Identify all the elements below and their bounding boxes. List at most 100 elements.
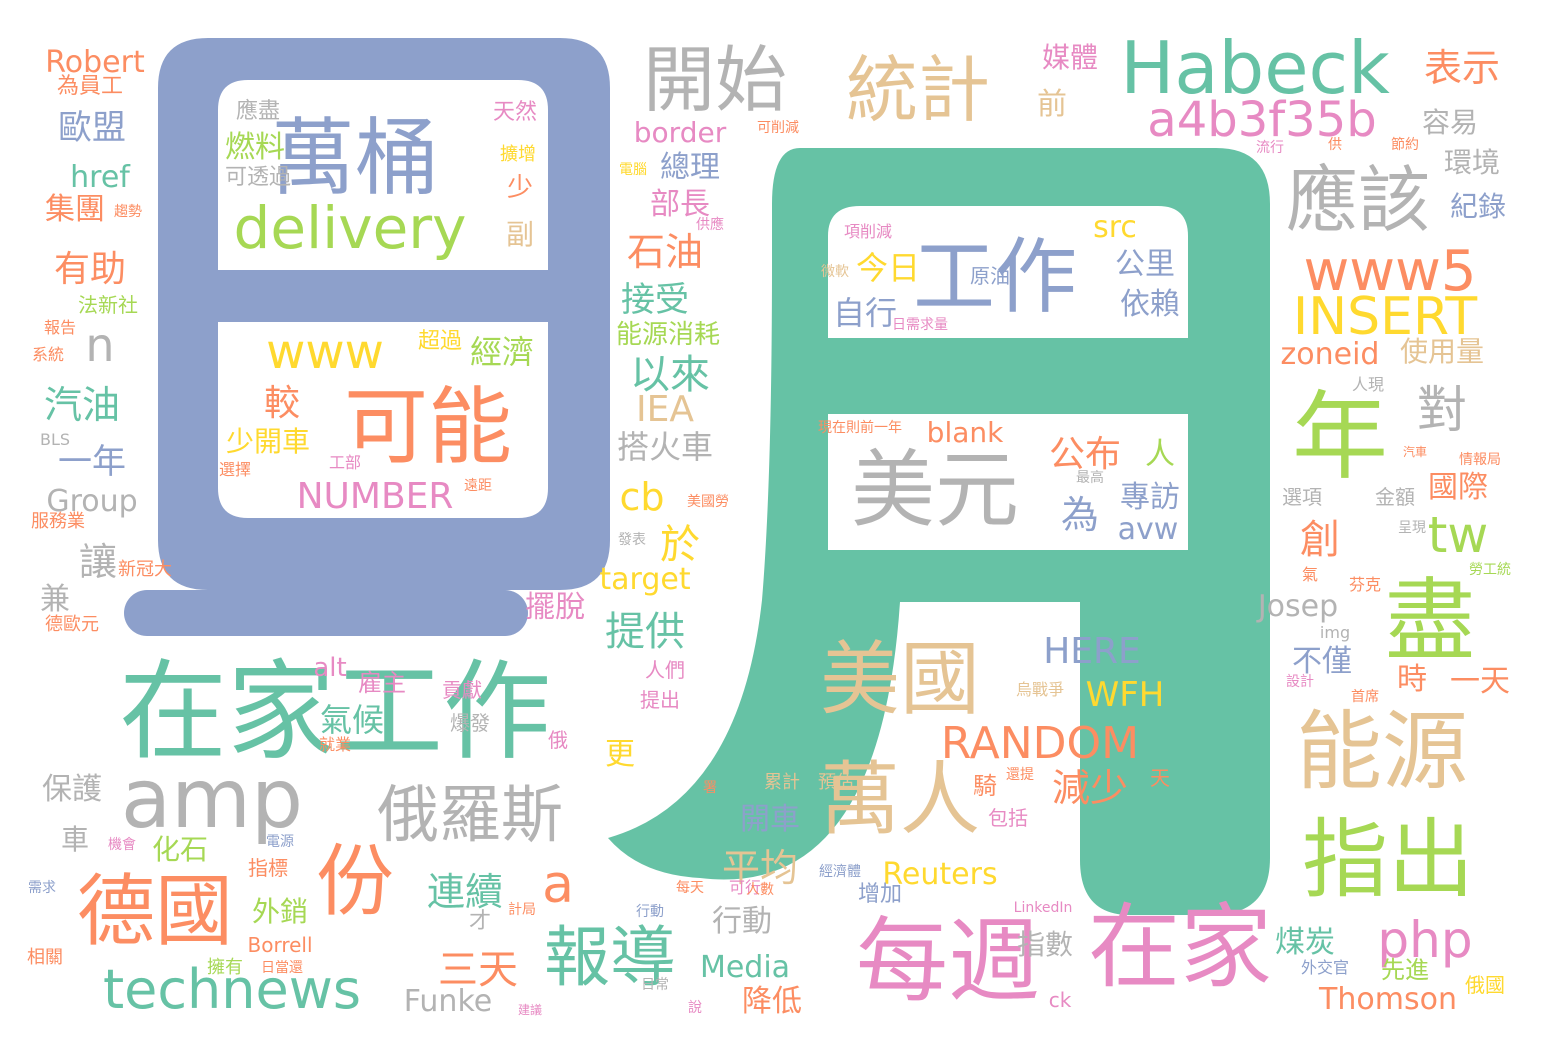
cloud-word-69: 預估: [818, 772, 854, 793]
cloud-word-134: 流行: [1256, 140, 1284, 156]
cloud-word-89: 石油: [626, 230, 704, 274]
cloud-word-65: Reuters: [882, 857, 998, 892]
cloud-word-75: 為: [1060, 493, 1100, 537]
cloud-word-148: Josep: [1257, 589, 1339, 624]
cloud-word-95: target: [599, 562, 691, 597]
left-glyph-sun: [124, 38, 610, 636]
cloud-word-105: 氣候: [319, 701, 385, 739]
cloud-word-170: 每天: [676, 880, 704, 896]
cloud-word-24: 俄羅斯: [376, 778, 564, 851]
cloud-word-151: 時: [1397, 662, 1427, 697]
cloud-word-174: Borrell: [247, 933, 313, 957]
cloud-word-176: 日當還: [261, 960, 303, 976]
cloud-word-77: 公布: [1048, 434, 1122, 475]
cloud-word-109: 可透過: [224, 165, 292, 190]
cloud-word-78: blank: [926, 416, 1004, 449]
cloud-word-96: 提供: [605, 609, 685, 655]
cloud-word-173: 外銷: [251, 895, 309, 928]
cloud-word-124: 電腦: [619, 162, 647, 178]
cloud-word-60: Funke: [403, 984, 493, 1019]
cloud-word-82: 日需求量: [892, 317, 948, 333]
cloud-word-179: 機會: [108, 837, 136, 853]
cloud-word-61: Media: [699, 950, 791, 985]
cloud-word-66: 平均: [721, 846, 799, 890]
right-glyph-body: [608, 148, 1270, 915]
cloud-word-68: 累計: [764, 772, 800, 793]
cloud-word-2: 每週: [855, 908, 1041, 1015]
cloud-word-14: 應該: [1285, 158, 1431, 242]
cloud-word-189: 汽車: [1402, 445, 1428, 459]
cloud-word-159: 俄國: [1465, 973, 1505, 997]
cloud-word-45: 法新社: [78, 293, 138, 317]
cloud-word-149: img: [1319, 623, 1351, 642]
left-glyph-base-stroke: [124, 590, 528, 636]
cloud-word-126: 部長: [650, 187, 710, 222]
cloud-word-20: INSERT: [1292, 287, 1478, 347]
cloud-word-104: 雇主: [358, 669, 406, 697]
cloud-word-9: 萬人: [820, 753, 980, 846]
cloud-word-74: 專訪: [1120, 480, 1180, 515]
cloud-word-92: 以來: [630, 352, 710, 398]
cloud-word-130: 表示: [1423, 46, 1501, 90]
cloud-word-123: 可削減: [757, 120, 799, 136]
cloud-word-64: Thomson: [1319, 982, 1457, 1017]
cloud-word-131: 容易: [1421, 106, 1479, 139]
cloud-word-21: 德國: [76, 867, 234, 957]
cloud-word-49: 汽油: [43, 383, 121, 427]
cloud-word-110: 應盡: [235, 99, 281, 124]
cloud-word-177: 建議: [517, 1003, 543, 1017]
cloud-word-139: 人現: [1351, 375, 1385, 394]
cloud-word-166: 行動: [636, 904, 664, 920]
cloud-word-183: 服務業: [31, 511, 85, 532]
cloud-word-5: delivery: [233, 194, 467, 262]
cloud-word-59: 三天: [438, 947, 518, 993]
cloud-word-178: 指標: [248, 856, 288, 880]
cloud-word-42: 集團: [45, 192, 105, 227]
cloud-word-17: Habeck: [1120, 26, 1390, 110]
cloud-word-56: 車: [60, 823, 90, 856]
cloud-word-108: 燃料: [225, 130, 285, 165]
cloud-word-37: IEA: [636, 389, 694, 430]
left-glyph-body: [158, 38, 610, 590]
cloud-word-18: a4b3f35b: [1147, 92, 1377, 148]
cloud-word-28: NUMBER: [296, 476, 454, 517]
cloud-word-175: 擁有: [207, 957, 243, 978]
cloud-word-44: 有助: [53, 249, 127, 290]
cloud-word-185: 最高: [1076, 470, 1104, 486]
cloud-word-94: 於: [660, 522, 700, 568]
cloud-word-115: 超過: [417, 329, 463, 354]
cloud-word-125: 總理: [660, 150, 720, 185]
cloud-word-121: 遠距: [464, 478, 492, 494]
cloud-word-86: 依賴: [1120, 287, 1180, 322]
cloud-word-8: 美國: [820, 633, 980, 726]
cloud-word-137: zoneid: [1280, 337, 1380, 372]
cloud-word-76: avw: [1117, 512, 1179, 547]
cloud-word-161: 煤炭: [1275, 925, 1335, 960]
cloud-word-51: Group: [46, 484, 138, 519]
cloud-word-103: 貢獻: [442, 678, 482, 702]
cloud-word-62: 降低: [742, 984, 802, 1019]
cloud-word-11: 能源: [1296, 702, 1468, 802]
cloud-word-29: RANDOM: [940, 718, 1140, 769]
cloud-word-186: 發表: [618, 532, 646, 548]
cloud-word-117: 較: [263, 383, 301, 424]
cloud-word-138: 使用量: [1399, 335, 1485, 368]
cloud-word-129: 前: [1037, 87, 1067, 122]
cloud-word-188: 情報局: [1459, 452, 1501, 468]
cloud-word-38: Robert: [45, 45, 145, 80]
cloud-word-71: 包括: [988, 806, 1028, 830]
cloud-word-79: 現在則前一年: [818, 420, 902, 436]
cloud-word-116: 經濟: [469, 333, 535, 371]
cloud-word-150: 不僅: [1292, 644, 1352, 679]
cloud-word-53: 兼: [40, 582, 70, 617]
cloud-word-169: 計局: [508, 902, 536, 918]
cloud-word-127: 供應: [696, 217, 724, 233]
cloud-word-85: 公里: [1115, 247, 1175, 282]
cloud-word-182: 新冠大: [118, 559, 172, 580]
cloud-word-154: 首席: [1351, 689, 1379, 705]
cloud-word-34: HERE: [1043, 631, 1141, 672]
cloud-word-84: 原油: [970, 264, 1010, 288]
cloud-word-119: 選擇: [218, 460, 252, 479]
cloud-word-41: href: [70, 160, 130, 195]
